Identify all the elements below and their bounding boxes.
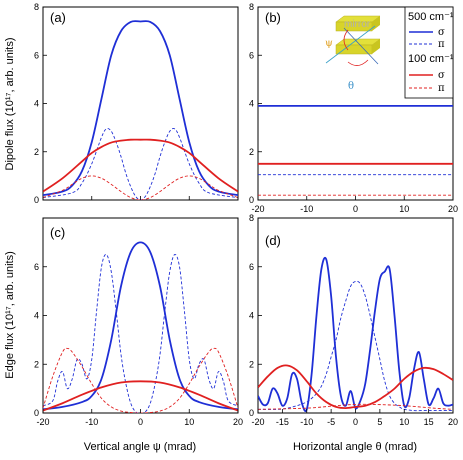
x-tick-label-d: 10 bbox=[399, 417, 409, 427]
x-tick-label-d: -20 bbox=[251, 417, 264, 427]
series-line-c-blue-sigma bbox=[43, 241, 238, 411]
series-line-c-red-pi bbox=[43, 347, 238, 413]
y-tick-label-b: 8 bbox=[249, 2, 254, 12]
x-tick-label-c: -20 bbox=[36, 417, 49, 427]
y-tick-label-a: 8 bbox=[34, 2, 39, 12]
y-axis-label-bottom: Edge flux (10¹⁷, arb. units) bbox=[4, 251, 16, 378]
y-tick-label-a: 0 bbox=[34, 195, 39, 205]
y-tick-label-d: 6 bbox=[249, 262, 254, 272]
series-line-d-blue-sigma bbox=[258, 256, 453, 413]
y-tick-label-c: 4 bbox=[34, 311, 39, 321]
inset-beam-axis bbox=[343, 27, 379, 65]
legend-100-pi-label: π bbox=[438, 83, 445, 94]
y-tick-label-c: 2 bbox=[34, 359, 39, 369]
legend-box bbox=[404, 6, 454, 99]
legend-100-sigma-label: σ bbox=[438, 70, 445, 81]
x-tick-label-c: 0 bbox=[138, 417, 143, 427]
y-tick-label-c: 6 bbox=[34, 262, 39, 272]
x-tick-label-d: 5 bbox=[377, 417, 382, 427]
x-tick-label-b: 20 bbox=[448, 204, 458, 214]
x-tick-label-d: -5 bbox=[327, 417, 335, 427]
legend-500-pi-label: π bbox=[438, 39, 445, 50]
series-line-a-red-sigma bbox=[43, 138, 238, 193]
panel-label-d: (d) bbox=[265, 233, 281, 248]
y-axis-label-top: Dipole flux (10¹⁷, arb. units) bbox=[4, 38, 16, 171]
x-axis-label-right: Horizontal angle θ (mrad) bbox=[293, 441, 417, 453]
y-tick-label-a: 6 bbox=[34, 50, 39, 60]
x-tick-label-b: 0 bbox=[353, 204, 358, 214]
y-tick-label-d: 2 bbox=[249, 359, 254, 369]
inset-schematic: mirror ψ θ bbox=[325, 15, 381, 92]
x-axis-label-left: Vertical angle ψ (mrad) bbox=[84, 441, 196, 453]
x-tick-label-c: 10 bbox=[184, 417, 194, 427]
panel-c-frame bbox=[42, 217, 239, 414]
panel-d-plot bbox=[258, 256, 453, 413]
x-tick-label-c: 20 bbox=[233, 417, 243, 427]
series-line-a-blue-pi bbox=[43, 128, 238, 200]
x-tick-label-d: -10 bbox=[300, 417, 313, 427]
y-tick-label-d: 8 bbox=[249, 213, 254, 223]
series-line-d-red-pi bbox=[258, 403, 453, 410]
x-tick-label-b: -20 bbox=[251, 204, 264, 214]
inset-mirror-label: mirror bbox=[344, 19, 371, 30]
x-tick-label-b: 10 bbox=[399, 204, 409, 214]
y-tick-label-b: 0 bbox=[249, 195, 254, 205]
panel-a-plot bbox=[43, 20, 238, 200]
y-tick-label-d: 0 bbox=[249, 408, 254, 418]
x-tick-label-d: -15 bbox=[276, 417, 289, 427]
series-line-d-blue-pi bbox=[258, 280, 453, 412]
inset-psi-arc bbox=[343, 29, 349, 51]
y-tick-label-d: 4 bbox=[249, 311, 254, 321]
panel-c-plot bbox=[43, 241, 238, 413]
y-tick-label-a: 2 bbox=[34, 147, 39, 157]
series-line-c-red-sigma bbox=[43, 380, 238, 412]
panel-label-b: (b) bbox=[265, 10, 281, 25]
x-tick-label-c: -10 bbox=[85, 417, 98, 427]
inset-magnet-bottom-front bbox=[335, 44, 373, 55]
inset-theta-arc bbox=[347, 59, 369, 66]
x-tick-label-d: 0 bbox=[353, 417, 358, 427]
series-line-a-blue-sigma bbox=[43, 20, 238, 197]
x-tick-label-d: 15 bbox=[424, 417, 434, 427]
y-tick-label-a: 4 bbox=[34, 99, 39, 109]
panel-b-plot bbox=[258, 105, 453, 196]
panel-label-c: (c) bbox=[50, 225, 65, 240]
x-tick-label-b: -10 bbox=[300, 204, 313, 214]
inset-beam-orbit bbox=[325, 25, 376, 64]
legend: 500 cm⁻¹ σ π 100 cm⁻¹ σ π bbox=[404, 6, 454, 99]
legend-group2-title: 100 cm⁻¹ bbox=[408, 53, 454, 65]
inset-psi-label: ψ bbox=[325, 38, 333, 49]
legend-group1-title: 500 cm⁻¹ bbox=[408, 11, 454, 23]
x-tick-label-d: 20 bbox=[448, 417, 458, 427]
legend-500-sigma-label: σ bbox=[438, 27, 445, 38]
y-tick-label-b: 4 bbox=[249, 99, 254, 109]
panel-label-a: (a) bbox=[50, 10, 66, 25]
inset-theta-label: θ bbox=[348, 81, 354, 92]
y-tick-label-b: 6 bbox=[249, 50, 254, 60]
y-tick-label-c: 0 bbox=[34, 408, 39, 418]
inset-magnet-bottom-side bbox=[372, 39, 380, 54]
y-tick-label-b: 2 bbox=[249, 147, 254, 157]
series-line-c-blue-pi bbox=[43, 254, 238, 413]
series-line-d-red-sigma bbox=[258, 364, 453, 410]
